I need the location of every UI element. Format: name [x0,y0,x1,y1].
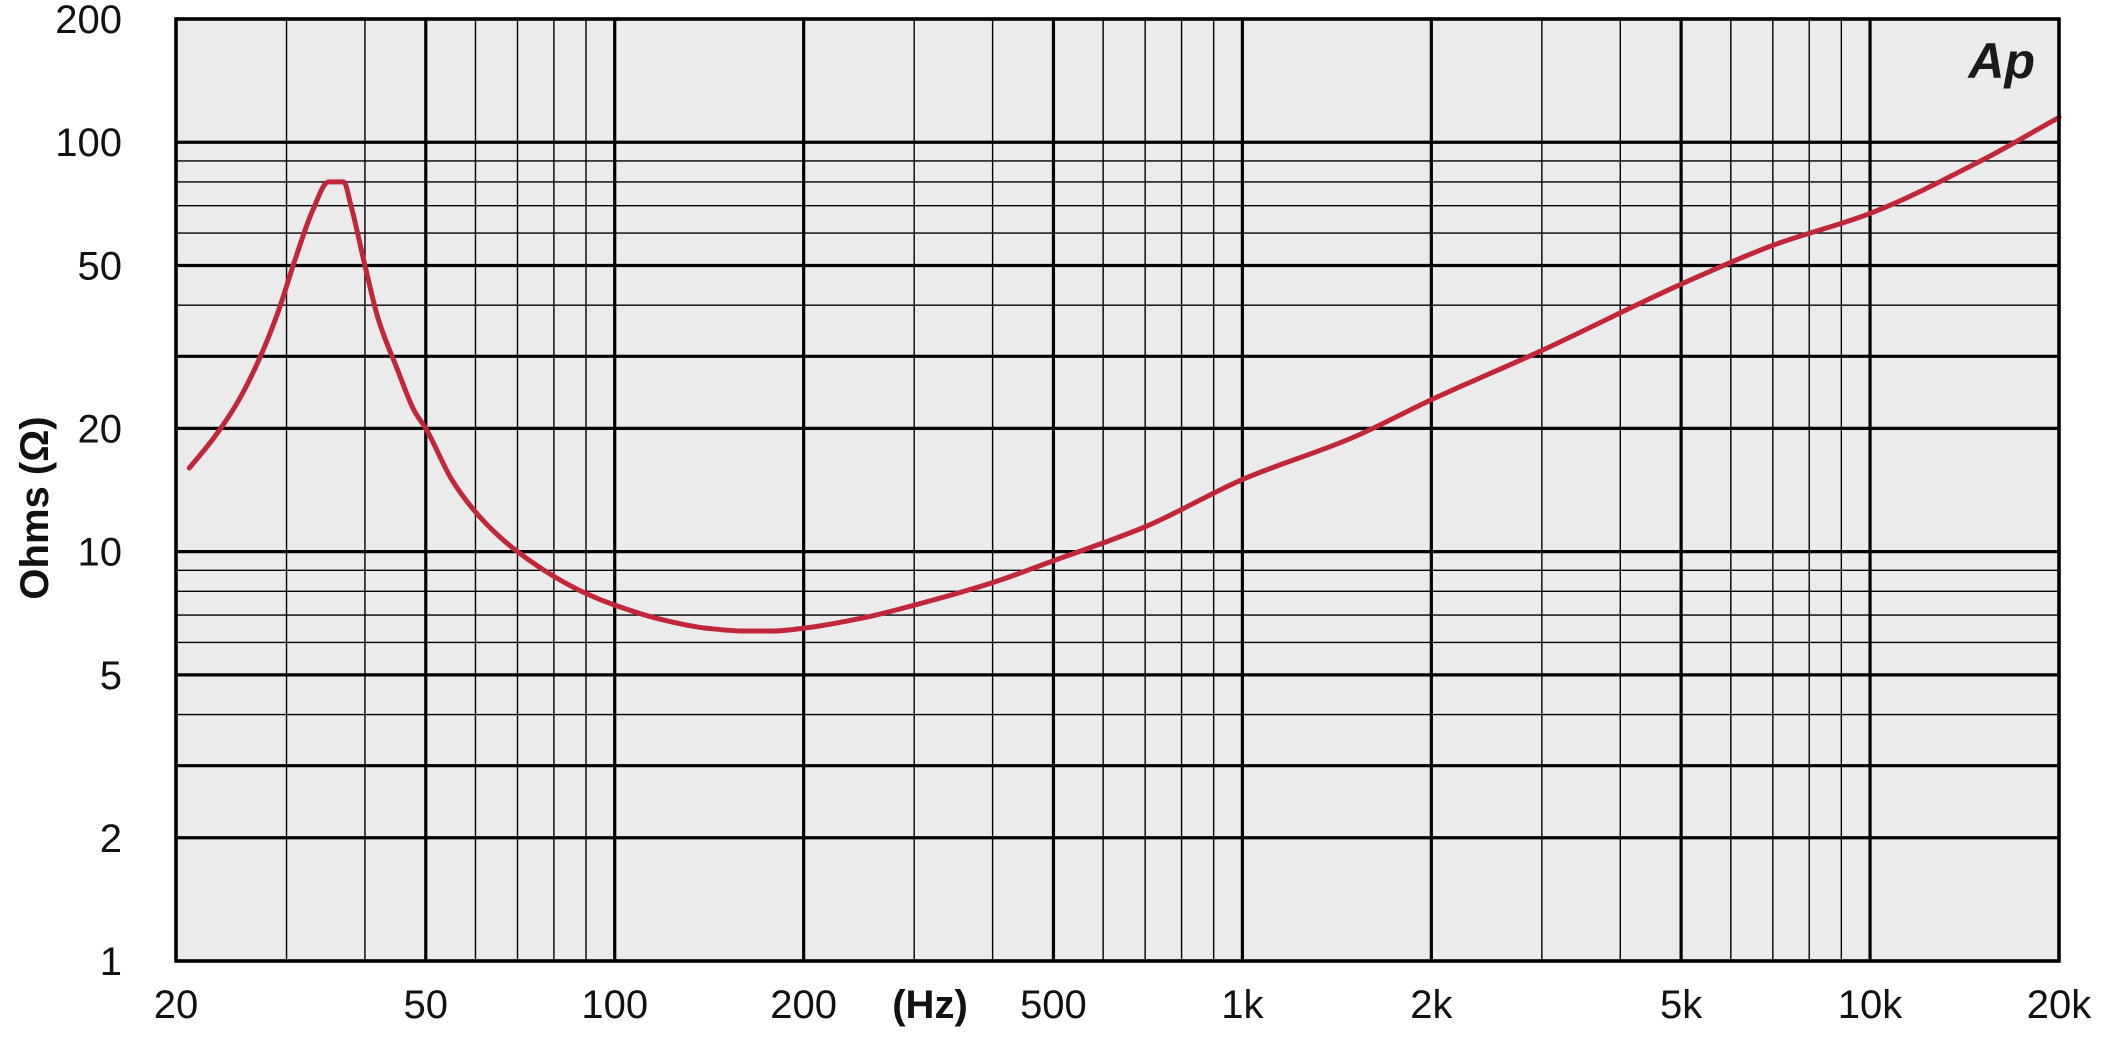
y-tick-label: 5 [100,654,122,698]
x-tick-labels: 20 50 100 200 500 1k 2k 5k 10k 20k [154,983,2092,1027]
plot-area [176,19,2059,961]
x-tick-label: 10k [1838,983,1903,1027]
y-tick-label: 1 [100,940,122,984]
impedance-curve-layer [186,114,2062,634]
plot-border [174,17,2061,963]
y-tick-label: 10 [78,531,123,575]
brand-logo-text: Ap [1966,33,2035,89]
x-tick-label: 50 [404,983,449,1027]
x-tick-label: 500 [1020,983,1087,1027]
x-tick-label: 5k [1660,983,1703,1027]
x-tick-label: 20 [154,983,199,1027]
y-tick-labels: 1 2 5 10 20 50 100 200 [55,0,122,984]
y-tick-label: 50 [78,244,123,288]
x-axis-title: (Hz) [892,983,968,1027]
y-tick-label: 20 [78,407,123,451]
x-tick-label: 100 [581,983,648,1027]
impedance-curve [186,114,2062,634]
plot-background [176,19,2059,961]
y-tick-label: 2 [100,817,122,861]
x-tick-label: 1k [1221,983,1264,1027]
y-axis-title: Ohms (Ω) [13,416,57,599]
y-tick-label: 100 [55,121,122,165]
plot-frame [174,17,2061,963]
x-tick-label: 20k [2027,983,2092,1027]
x-tick-label: 2k [1410,983,1453,1027]
brand-logo: Ap [1966,33,2035,89]
x-tick-label: 200 [770,983,837,1027]
y-tick-label: 200 [55,0,122,42]
